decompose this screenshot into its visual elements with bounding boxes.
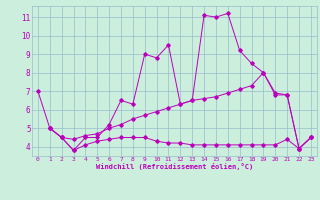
X-axis label: Windchill (Refroidissement éolien,°C): Windchill (Refroidissement éolien,°C) <box>96 163 253 170</box>
